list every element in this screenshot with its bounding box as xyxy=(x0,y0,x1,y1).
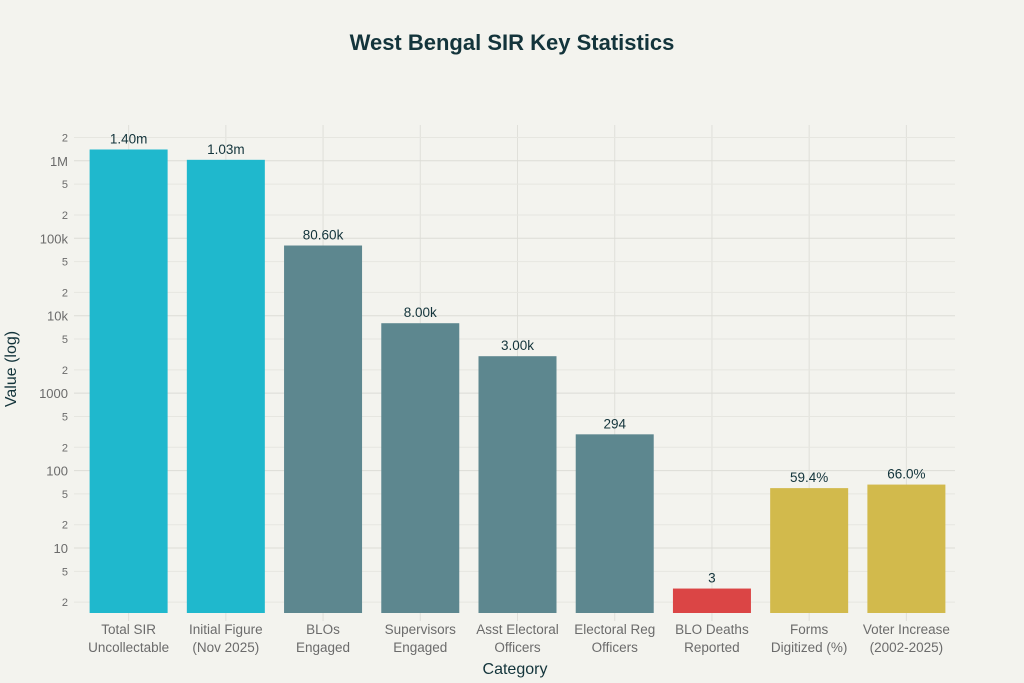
y-tick-label: 1000 xyxy=(39,386,68,401)
y-tick-label: 100 xyxy=(46,464,68,479)
x-tick-label: Digitized (%) xyxy=(771,640,848,655)
data-label: 3 xyxy=(708,571,716,586)
bar xyxy=(284,245,363,613)
bar xyxy=(186,159,265,613)
data-label: 8.00k xyxy=(404,305,437,320)
y-minor-tick-label: 2 xyxy=(62,365,68,377)
y-minor-tick-label: 5 xyxy=(62,179,68,191)
x-tick-label: BLOs xyxy=(306,622,340,637)
x-tick-label: (2002-2025) xyxy=(870,640,944,655)
data-label: 1.03m xyxy=(207,142,245,157)
bar xyxy=(478,356,557,613)
data-label: 3.00k xyxy=(501,338,534,353)
data-label: 1.40m xyxy=(110,131,148,146)
x-tick-label: Electoral Reg xyxy=(574,622,655,637)
x-tick-label: BLO Deaths xyxy=(675,622,749,637)
x-tick-label: Voter Increase xyxy=(863,622,950,637)
x-tick-label: Engaged xyxy=(393,640,447,655)
bar xyxy=(867,484,946,613)
x-tick-label: Reported xyxy=(684,640,740,655)
y-minor-tick-label: 5 xyxy=(62,411,68,423)
data-label: 294 xyxy=(603,416,626,431)
x-tick-label: Total SIR xyxy=(101,622,156,637)
chart-title: West Bengal SIR Key Statistics xyxy=(350,30,675,55)
y-minor-tick-label: 5 xyxy=(62,489,68,501)
data-label: 66.0% xyxy=(887,467,925,482)
bars: 1.40m 1.03m 80.60k 8.00k 3.00k 294 3 59.4% 66.0% xyxy=(89,131,946,613)
y-minor-tick-label: 2 xyxy=(62,597,68,609)
x-tick-label: Officers xyxy=(592,640,639,655)
x-tick-label: Asst Electoral xyxy=(476,622,559,637)
y-minor-tick-label: 2 xyxy=(62,442,68,454)
x-tick-label: Engaged xyxy=(296,640,350,655)
y-minor-tick-label: 2 xyxy=(62,132,68,144)
y-tick-label: 10k xyxy=(47,309,68,324)
y-minor-tick-label: 5 xyxy=(62,257,68,269)
x-axis-label: Category xyxy=(483,661,548,678)
data-label: 80.60k xyxy=(303,228,344,243)
y-tick-label: 10 xyxy=(54,541,68,556)
y-axis-ticks: 10 100 1000 10k 100k 1M 2 5 2 5 2 5 2 5 2 5 2 5 2 xyxy=(39,132,68,609)
bar xyxy=(672,588,751,613)
x-tick-label: Initial Figure xyxy=(189,622,263,637)
y-minor-tick-label: 2 xyxy=(62,287,68,299)
data-label: 59.4% xyxy=(790,470,828,485)
x-tick-label: Officers xyxy=(494,640,541,655)
y-tick-label: 100k xyxy=(40,231,69,246)
x-tick-label: Forms xyxy=(790,622,828,637)
x-tick-label: Supervisors xyxy=(385,622,457,637)
y-axis-label: Value (log) xyxy=(3,331,20,407)
y-minor-tick-label: 5 xyxy=(62,566,68,578)
x-axis-ticks: Total SIR Uncollectable Initial Figure (Nov… xyxy=(88,622,950,655)
x-tick-label: (Nov 2025) xyxy=(192,640,259,655)
y-minor-tick-label: 5 xyxy=(62,334,68,346)
bar xyxy=(89,149,168,613)
x-tick-label: Uncollectable xyxy=(88,640,169,655)
bar xyxy=(770,488,849,613)
bar xyxy=(381,323,460,613)
y-minor-tick-label: 2 xyxy=(62,210,68,222)
y-minor-tick-label: 2 xyxy=(62,520,68,532)
bar xyxy=(575,434,654,613)
y-tick-label: 1M xyxy=(50,154,68,169)
